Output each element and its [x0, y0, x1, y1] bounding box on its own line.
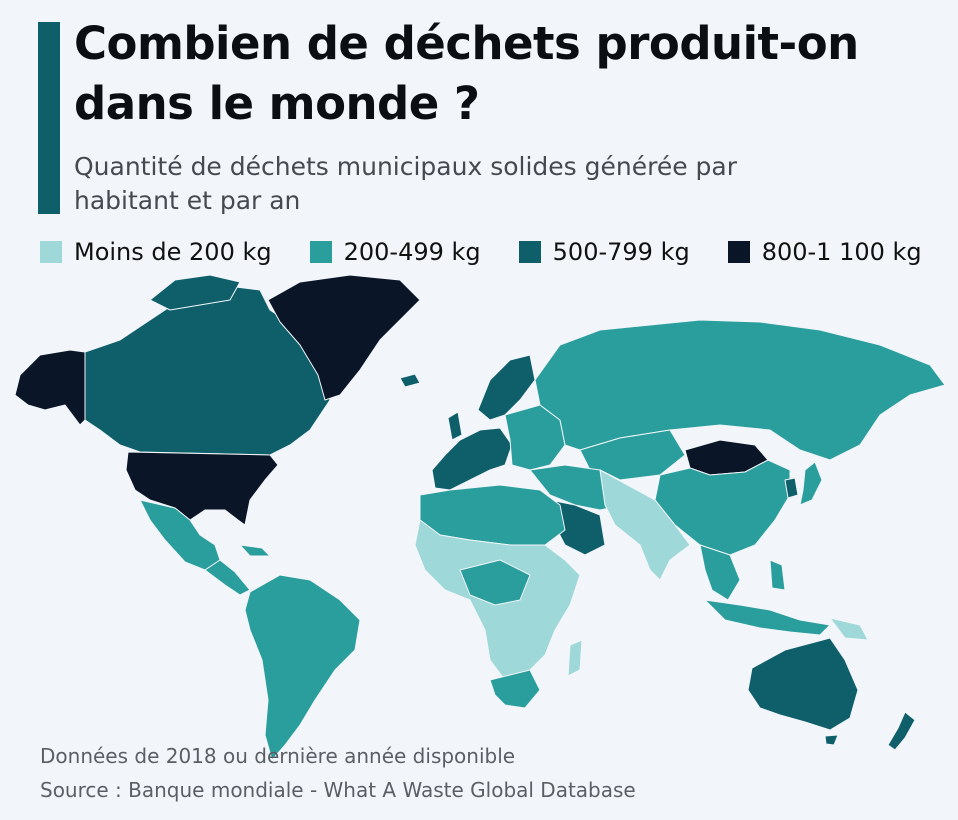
region-south-america [244, 574, 361, 761]
region-alaska [14, 349, 86, 426]
region-southern-africa [489, 669, 541, 709]
legend-swatch-under-200 [40, 241, 62, 263]
legend-swatch-800-1100 [727, 241, 750, 263]
footnote-source: Source : Banque mondiale - What A Waste … [40, 778, 636, 802]
page-title: Combien de déchets produit-on dans le mo… [74, 17, 859, 130]
legend-item-500-799: 500-799 kg [518, 238, 690, 266]
page-subtitle: Quantité de déchets municipaux solides g… [74, 152, 738, 215]
region-russia [534, 319, 946, 461]
legend-swatch-200-499 [309, 241, 332, 263]
region-usa [125, 451, 279, 526]
footnote-data-year: Données de 2018 ou dernière année dispon… [40, 744, 516, 768]
region-western-europe [431, 427, 513, 491]
region-caribbean [239, 544, 271, 557]
legend: Moins de 200 kg 200-499 kg 500-799 kg 80… [40, 236, 922, 268]
region-iceland [399, 373, 421, 388]
region-central-america [204, 559, 251, 596]
region-china [654, 459, 791, 556]
legend-label-800-1100: 800-1 100 kg [761, 238, 922, 266]
region-uk [447, 411, 463, 441]
legend-item-800-1100: 800-1 100 kg [727, 238, 922, 266]
region-canada-islands [149, 274, 241, 311]
region-tasmania [824, 734, 839, 746]
legend-label-500-799: 500-799 kg [552, 238, 690, 266]
region-madagascar [567, 639, 583, 677]
legend-item-200-499: 200-499 kg [309, 238, 481, 266]
region-south-asia [599, 469, 691, 581]
legend-label-under-200: Moins de 200 kg [74, 238, 272, 266]
region-indonesia [704, 599, 831, 636]
world-map [14, 274, 946, 761]
region-korea [784, 477, 799, 499]
region-australia [747, 637, 859, 731]
region-new-zealand [887, 711, 916, 751]
region-southeast-asia [699, 544, 741, 601]
legend-label-200-499: 200-499 kg [343, 238, 481, 266]
region-japan [799, 461, 823, 506]
title-accent-bar [38, 22, 60, 214]
region-greenland [267, 274, 421, 401]
legend-item-under-200: Moins de 200 kg [40, 238, 272, 266]
legend-swatch-500-799 [518, 241, 541, 263]
region-png [829, 617, 869, 641]
region-philippines [769, 559, 786, 591]
region-central-africa [459, 559, 531, 606]
